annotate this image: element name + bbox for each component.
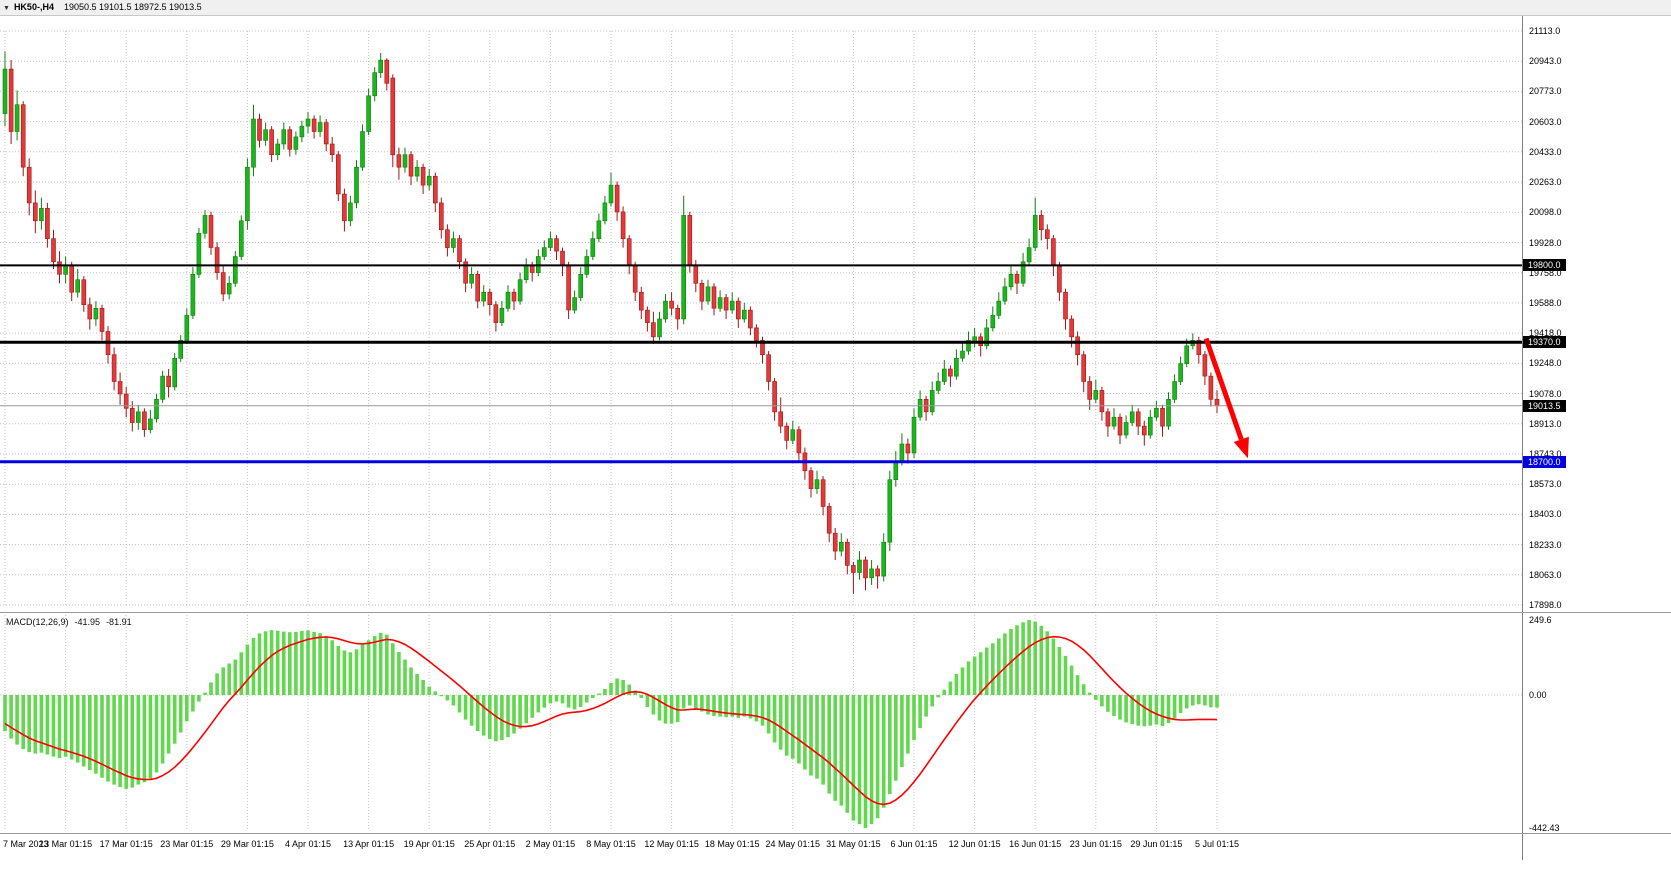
macd-indicator-label: MACD(12,26,9) -41.95 -81.91	[6, 617, 138, 627]
price-tag-19800.0: 19800.0	[1523, 259, 1566, 272]
price-tick: 19928.0	[1529, 237, 1562, 248]
trend-arrow[interactable]	[1203, 337, 1249, 459]
symbol-dropdown-icon[interactable]: ▼	[3, 5, 10, 12]
price-tick: 20098.0	[1529, 207, 1562, 218]
time-label: 23 Mar 01:15	[160, 839, 214, 849]
time-label: 12 May 01:15	[644, 839, 699, 849]
time-label: 31 May 01:15	[826, 839, 881, 849]
price-tick: 19248.0	[1529, 358, 1562, 369]
price-tick: 21113.0	[1529, 26, 1561, 36]
price-tick: 20433.0	[1529, 146, 1562, 157]
macd-signal-line	[4, 635, 1218, 806]
price-tick: 18743.0	[1529, 448, 1562, 459]
price-tick: 18063.0	[1529, 569, 1562, 580]
time-label: 8 May 01:15	[586, 839, 636, 849]
macd-tick: 0.00	[1529, 690, 1547, 700]
time-axis-separator	[0, 833, 1671, 834]
price-tick: 19418.0	[1529, 328, 1562, 339]
time-label: 13 Apr 01:15	[343, 839, 395, 849]
price-tick: 18233.0	[1529, 539, 1562, 550]
symbol-timeframe-label: HK50-,H4	[13, 2, 54, 12]
price-tick: 20773.0	[1529, 86, 1562, 97]
candles	[2, 51, 1220, 594]
time-label: 29 Mar 01:15	[220, 839, 274, 849]
chart-title-bar: ▼ HK50-,H4 19050.5 19101.5 18972.5 19013.5	[0, 0, 1671, 16]
panel-splitter[interactable]	[0, 612, 1671, 613]
macd-signal-value: -81.91	[106, 617, 132, 627]
time-label: 7 Mar 2023	[3, 839, 49, 849]
time-label: 6 Jun 01:15	[890, 839, 938, 849]
price-tick: 19758.0	[1529, 267, 1562, 278]
time-label: 13 Mar 01:15	[39, 839, 93, 849]
time-label: 2 May 01:15	[525, 839, 576, 849]
time-label: 17 Mar 01:15	[99, 839, 153, 849]
price-tick: 19078.0	[1529, 388, 1562, 399]
time-label: 18 May 01:15	[704, 839, 760, 849]
time-label: 5 Jul 01:15	[1194, 839, 1240, 849]
macd-main-value: -41.95	[74, 617, 101, 627]
price-tag-19370.0: 19370.0	[1523, 336, 1566, 349]
price-tick: 20943.0	[1529, 56, 1562, 67]
price-tag-19013.5: 19013.5	[1523, 399, 1566, 412]
macd-panel[interactable]	[0, 613, 1522, 833]
price-tag-18700.0: 18700.0	[1523, 455, 1566, 468]
time-label: 25 Apr 01:15	[464, 839, 516, 849]
time-label: 23 Jun 01:15	[1069, 839, 1122, 849]
time-axis[interactable]: 7 Mar 2023 13 Mar 01:15 17 Mar 01:15 23 Mar…	[0, 834, 1522, 860]
macd-histogram	[3, 620, 1219, 828]
candlestick-chart[interactable]	[0, 15, 1522, 612]
price-tick: 20603.0	[1529, 116, 1562, 127]
price-tick: 18403.0	[1529, 509, 1562, 520]
time-label: 12 Jun 01:15	[948, 839, 1001, 849]
price-tick: 20263.0	[1529, 177, 1562, 188]
ohlc-quote-label: 19050.5 19101.5 18972.5 19013.5	[63, 2, 202, 12]
time-label: 4 Apr 01:15	[284, 839, 332, 849]
price-tick: 18913.0	[1529, 418, 1562, 429]
time-label: 29 Jun 01:15	[1130, 839, 1183, 849]
macd-name: MACD(12,26,9)	[6, 617, 69, 627]
time-label: 16 Jun 01:15	[1009, 839, 1062, 849]
time-label: 19 Apr 01:15	[403, 839, 455, 849]
price-axis[interactable]: 21113.0 20943.0 20773.0 20603.0 20433.0 20263…	[1522, 15, 1671, 860]
macd-tick: -442.43	[1529, 823, 1560, 833]
time-label: 24 May 01:15	[765, 839, 821, 849]
price-tick: 18573.0	[1529, 479, 1562, 490]
macd-tick: 249.6	[1529, 615, 1552, 625]
price-tick: 19588.0	[1529, 297, 1562, 308]
price-tick: 17898.0	[1529, 600, 1562, 610]
